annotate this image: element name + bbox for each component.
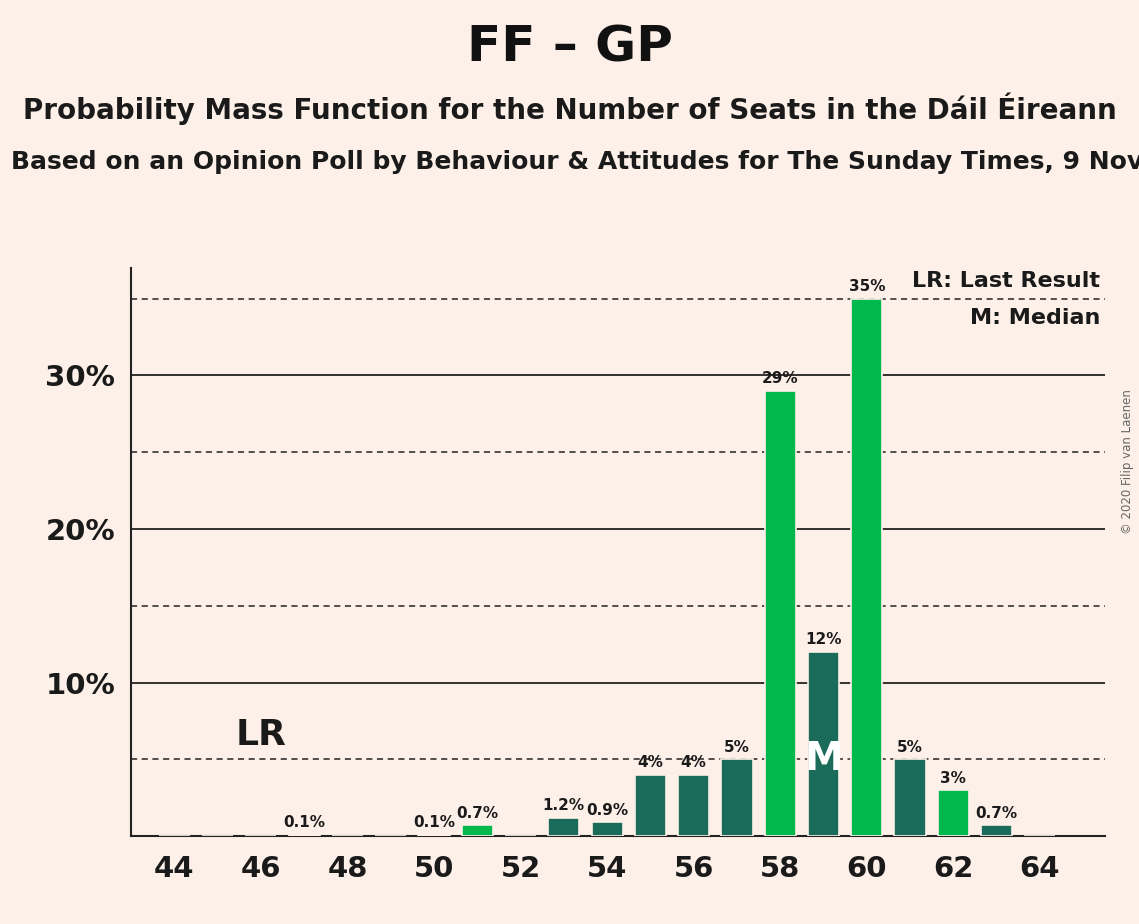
Text: 1.2%: 1.2% xyxy=(543,798,584,813)
Bar xyxy=(851,298,883,836)
Text: M: M xyxy=(804,740,843,778)
Bar xyxy=(981,825,1013,836)
Text: 29%: 29% xyxy=(762,371,798,386)
Text: 35%: 35% xyxy=(849,279,885,294)
Bar xyxy=(418,834,450,836)
Text: 0.7%: 0.7% xyxy=(457,806,498,821)
Text: 0.1%: 0.1% xyxy=(284,815,325,830)
Text: Based on an Opinion Poll by Behaviour & Attitudes for The Sunday Times, 9 Novemb: Based on an Opinion Poll by Behaviour & … xyxy=(11,150,1139,174)
Text: LR: Last Result: LR: Last Result xyxy=(912,271,1100,291)
Bar xyxy=(288,834,320,836)
Text: 0.9%: 0.9% xyxy=(587,803,628,818)
Bar xyxy=(591,822,623,836)
Bar xyxy=(894,760,926,836)
Bar xyxy=(808,652,839,836)
Bar xyxy=(548,818,580,836)
Text: M: Median: M: Median xyxy=(969,308,1100,328)
Text: 3%: 3% xyxy=(941,771,966,785)
Bar xyxy=(461,825,493,836)
Bar xyxy=(678,775,710,836)
Bar xyxy=(764,391,796,836)
Text: 4%: 4% xyxy=(638,755,663,771)
Text: FF – GP: FF – GP xyxy=(467,23,672,71)
Text: 5%: 5% xyxy=(724,740,749,755)
Text: 4%: 4% xyxy=(681,755,706,771)
Text: 5%: 5% xyxy=(898,740,923,755)
Text: 12%: 12% xyxy=(805,632,842,648)
Bar xyxy=(634,775,666,836)
Text: © 2020 Filip van Laenen: © 2020 Filip van Laenen xyxy=(1121,390,1134,534)
Text: 0.7%: 0.7% xyxy=(976,806,1017,821)
Bar xyxy=(721,760,753,836)
Bar xyxy=(937,790,969,836)
Text: Probability Mass Function for the Number of Seats in the Dáil Éireann: Probability Mass Function for the Number… xyxy=(23,92,1116,125)
Text: LR: LR xyxy=(236,718,286,752)
Text: 0.1%: 0.1% xyxy=(413,815,454,830)
